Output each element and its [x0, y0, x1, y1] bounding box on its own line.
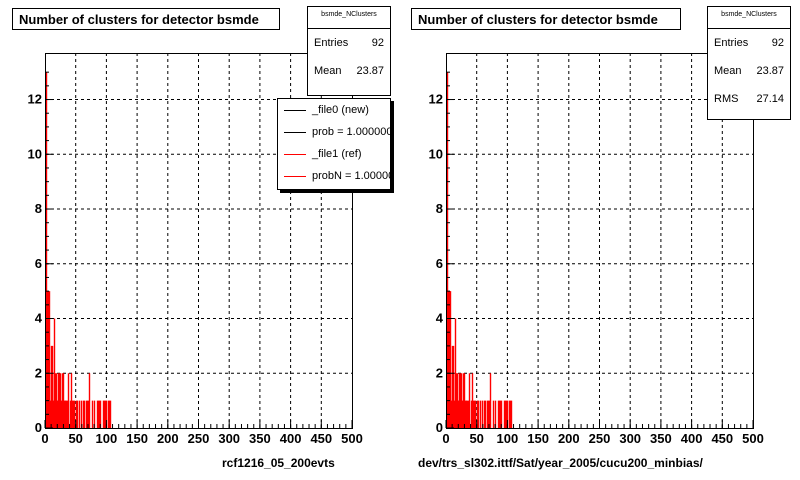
- left-stats-row-entries: Entries 92: [308, 29, 390, 57]
- y-tick-label: 8: [436, 201, 443, 216]
- left-stats-value: 92: [371, 37, 384, 49]
- y-tick-label: 2: [35, 365, 42, 380]
- right-stats-label: Entries: [714, 37, 749, 49]
- right-stats-label: Mean: [714, 65, 742, 77]
- right-stats-value: 92: [771, 37, 784, 49]
- right-xaxis-caption: dev/trs_sl302.ittf/Sat/year_2005/cucu200…: [418, 456, 703, 470]
- left-legend: _file0 (new) prob = 1.000000 _file1 (ref…: [277, 98, 391, 190]
- x-tick-label: 50: [469, 431, 483, 446]
- legend-label: prob = 1.000000: [312, 126, 391, 138]
- plot-frame: [446, 53, 754, 429]
- right-stats-name: bsmde_NClusters: [708, 7, 790, 29]
- legend-entry: probN = 1.000000: [278, 165, 390, 187]
- x-tick-label: 450: [310, 431, 332, 446]
- legend-swatch: [284, 131, 306, 133]
- x-tick-label: 450: [711, 431, 733, 446]
- y-tick-label: 10: [28, 146, 42, 161]
- x-tick-label: 300: [218, 431, 240, 446]
- right-title: Number of clusters for detector bsmde: [418, 12, 658, 27]
- plot-frame: [45, 53, 353, 429]
- y-tick-label: 0: [436, 420, 443, 435]
- right-stats-row-mean: Mean 23.87: [708, 57, 790, 85]
- right-xaxis-label: dev/trs_sl302.ittf/Sat/year_2005/cucu200…: [418, 456, 703, 470]
- x-tick-label: 250: [589, 431, 611, 446]
- x-tick-label: 500: [341, 431, 363, 446]
- y-tick-label: 2: [436, 365, 443, 380]
- legend-label: _file0 (new): [312, 104, 369, 116]
- x-tick-label: 400: [681, 431, 703, 446]
- x-tick-label: 350: [249, 431, 271, 446]
- x-tick-label: 200: [157, 431, 179, 446]
- legend-entry: prob = 1.000000: [278, 121, 390, 143]
- x-tick-label: 100: [497, 431, 519, 446]
- y-tick-label: 8: [35, 201, 42, 216]
- y-tick-label: 12: [28, 92, 42, 107]
- x-tick-label: 100: [96, 431, 118, 446]
- legend-swatch: [284, 175, 306, 177]
- right-stats-value: 27.14: [756, 93, 784, 105]
- left-xaxis-label: rcf1216_05_200evts: [222, 456, 335, 470]
- legend-entry: _file0 (new): [278, 99, 390, 121]
- y-tick-label: 10: [429, 146, 443, 161]
- left-title-box: Number of clusters for detector bsmde: [12, 8, 280, 30]
- right-stats-row-entries: Entries 92: [708, 29, 790, 57]
- x-tick-label: 0: [41, 431, 48, 446]
- right-title-box: Number of clusters for detector bsmde: [411, 8, 681, 30]
- y-tick-label: 6: [35, 256, 42, 271]
- x-tick-label: 50: [68, 431, 82, 446]
- x-tick-label: 150: [527, 431, 549, 446]
- legend-label: _file1 (ref): [312, 148, 362, 160]
- y-tick-label: 12: [429, 92, 443, 107]
- x-tick-label: 300: [619, 431, 641, 446]
- left-stats-row-mean: Mean 23.87: [308, 57, 390, 85]
- left-stats-value: 23.87: [356, 65, 384, 77]
- left-stats-label: Entries: [314, 37, 349, 49]
- left-stats-box: bsmde_NClusters Entries 92 Mean 23.87: [307, 6, 391, 96]
- y-tick-label: 0: [35, 420, 42, 435]
- x-tick-label: 350: [650, 431, 672, 446]
- legend-swatch: [284, 109, 306, 111]
- right-stats-label: RMS: [714, 93, 739, 105]
- left-xaxis-caption: rcf1216_05_200evts: [222, 456, 335, 470]
- left-stats-name: bsmde_NClusters: [308, 7, 390, 29]
- y-tick-label: 4: [35, 311, 43, 326]
- legend-entry: _file1 (ref): [278, 143, 390, 165]
- y-tick-label: 6: [436, 256, 443, 271]
- left-title: Number of clusters for detector bsmde: [19, 12, 259, 27]
- right-stats-value: 23.87: [756, 65, 784, 77]
- x-tick-label: 150: [126, 431, 148, 446]
- x-tick-label: 400: [280, 431, 302, 446]
- right-stats-row-rms: RMS 27.14: [708, 85, 790, 113]
- legend-label: probN = 1.000000: [312, 170, 390, 182]
- x-tick-label: 250: [188, 431, 210, 446]
- right-stats-box: bsmde_NClusters Entries 92 Mean 23.87 RM…: [707, 6, 791, 120]
- legend-swatch: [284, 153, 306, 155]
- y-tick-label: 4: [436, 311, 444, 326]
- x-tick-label: 200: [558, 431, 580, 446]
- x-tick-label: 0: [442, 431, 449, 446]
- x-tick-label: 500: [742, 431, 764, 446]
- left-stats-label: Mean: [314, 65, 342, 77]
